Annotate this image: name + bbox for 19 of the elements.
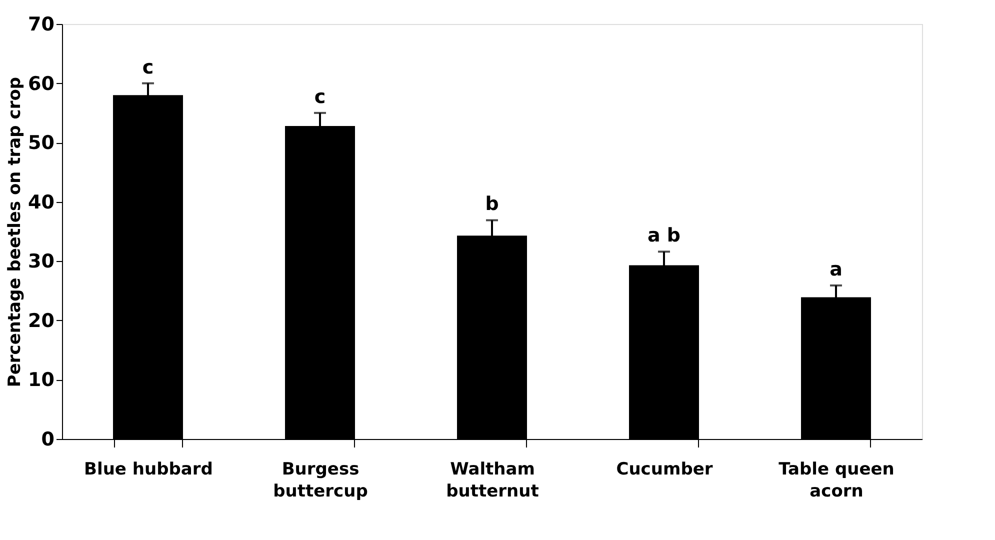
x-tick-label: Table queen acorn xyxy=(778,460,894,502)
annotation: b xyxy=(485,193,499,216)
y-tick-label: 70 xyxy=(28,14,54,36)
annotation: c xyxy=(142,56,154,78)
x-tick-label: Blue hubbard xyxy=(84,460,213,480)
y-tick-label: 50 xyxy=(28,132,54,154)
annotation: a xyxy=(830,258,842,280)
x-tick-label: Waltham butternut xyxy=(446,460,539,502)
y-axis-title: Percentage beetles on trap crop xyxy=(5,76,26,388)
x-tick-label: Burgess buttercup xyxy=(273,460,368,502)
y-tick-label: 60 xyxy=(28,72,54,95)
annotation: c xyxy=(314,86,326,108)
x-tick-label: Cucumber xyxy=(616,460,714,480)
y-tick-label: 30 xyxy=(28,250,54,273)
annotation: a b xyxy=(647,224,681,247)
y-tick-label: 0 xyxy=(41,428,54,450)
y-tick-label: 10 xyxy=(28,369,54,392)
y-tick-label: 20 xyxy=(28,310,54,332)
y-tick-label: 40 xyxy=(28,191,54,214)
